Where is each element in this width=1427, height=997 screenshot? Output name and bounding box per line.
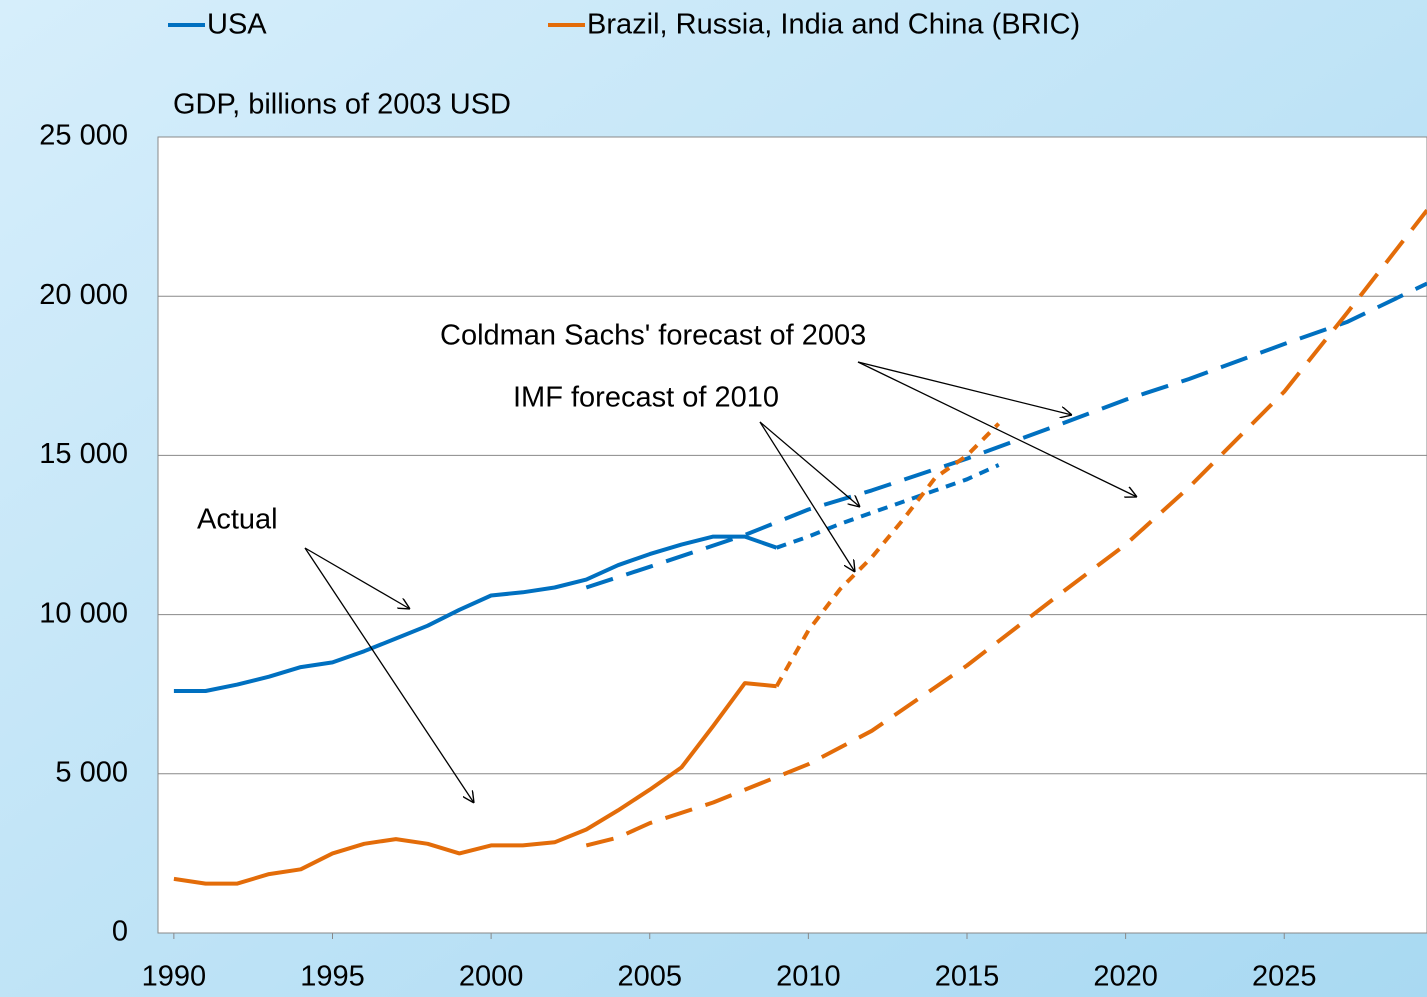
x-tick-label: 2015 [935, 961, 1000, 993]
y-tick-label: 10 000 [39, 597, 128, 629]
y-tick-label: 20 000 [39, 279, 128, 311]
annotation: Coldman Sachs' forecast of 2003 [440, 320, 866, 352]
y-tick-label: 5 000 [55, 756, 128, 788]
y-tick-label: 25 000 [39, 120, 128, 152]
chart: GDP, billions of 2003 USD Actual Coldman… [0, 0, 1427, 997]
x-tick-label: 2025 [1252, 961, 1317, 993]
plot-area [158, 137, 1427, 933]
x-tick-label: 2000 [459, 961, 524, 993]
x-tick-label: 2010 [776, 961, 841, 993]
y-axis-label: GDP, billions of 2003 USD [173, 89, 511, 121]
x-tick-label: 2020 [1093, 961, 1158, 993]
annotation: Actual [197, 504, 278, 536]
legend-label: USA [207, 9, 267, 41]
annotation: IMF forecast of 2010 [513, 382, 779, 414]
x-tick-label: 2005 [617, 961, 682, 993]
x-tick-label: 1990 [142, 961, 207, 993]
x-tick-label: 1995 [300, 961, 365, 993]
y-tick-label: 15 000 [39, 438, 128, 470]
y-tick-label: 0 [112, 916, 128, 948]
legend-label: Brazil, Russia, India and China (BRIC) [587, 9, 1080, 41]
